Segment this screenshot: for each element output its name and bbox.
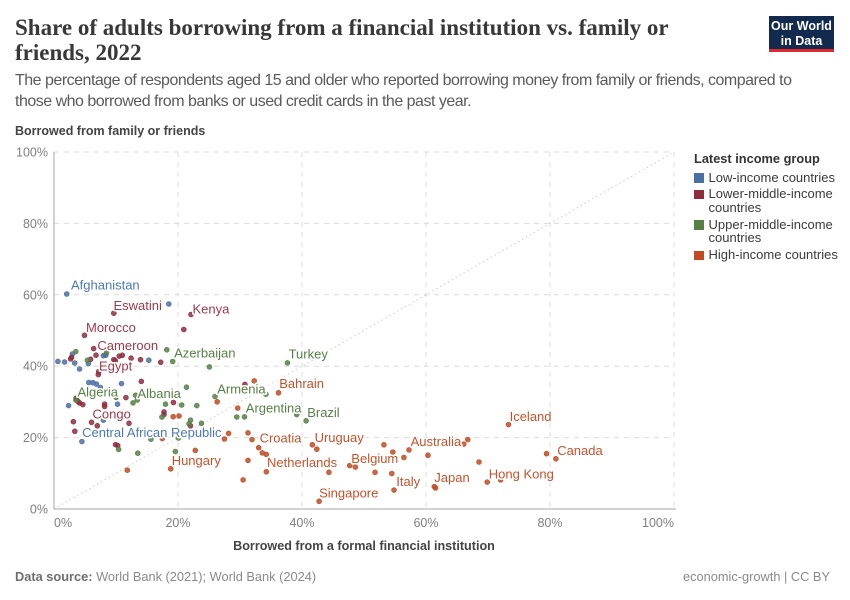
svg-text:Canada: Canada	[557, 443, 603, 458]
svg-text:100%: 100%	[642, 516, 674, 530]
svg-text:Croatia: Croatia	[260, 430, 303, 445]
svg-text:Egypt: Egypt	[99, 358, 133, 373]
svg-text:80%: 80%	[23, 217, 48, 231]
svg-text:0%: 0%	[54, 516, 72, 530]
svg-text:40%: 40%	[289, 516, 314, 530]
svg-text:Uruguay: Uruguay	[315, 430, 365, 445]
svg-text:Afghanistan: Afghanistan	[71, 278, 140, 293]
svg-text:20%: 20%	[165, 516, 190, 530]
svg-text:Belgium: Belgium	[351, 451, 398, 466]
svg-text:100%: 100%	[16, 146, 48, 160]
svg-text:Central African Republic: Central African Republic	[82, 425, 222, 440]
svg-text:Hong Kong: Hong Kong	[489, 466, 554, 481]
svg-text:80%: 80%	[537, 516, 562, 530]
svg-text:Bahrain: Bahrain	[279, 376, 324, 391]
svg-text:Morocco: Morocco	[86, 320, 136, 335]
svg-text:Argentina: Argentina	[246, 400, 302, 415]
svg-text:Borrowed from a formal financi: Borrowed from a formal financial institu…	[233, 539, 495, 553]
svg-text:0%: 0%	[30, 503, 48, 517]
svg-text:Australia: Australia	[411, 434, 462, 449]
svg-text:Cameroon: Cameroon	[97, 338, 158, 353]
svg-text:Eswatini: Eswatini	[114, 298, 163, 313]
svg-text:Hungary: Hungary	[172, 453, 222, 468]
svg-text:Turkey: Turkey	[289, 347, 329, 362]
svg-text:Singapore: Singapore	[319, 486, 378, 501]
svg-text:Algeria: Algeria	[78, 384, 119, 399]
svg-text:60%: 60%	[413, 516, 438, 530]
svg-text:20%: 20%	[23, 431, 48, 445]
svg-text:Kenya: Kenya	[193, 302, 231, 317]
svg-text:Congo: Congo	[93, 407, 131, 422]
svg-text:Netherlands: Netherlands	[267, 455, 338, 470]
svg-text:Borrowed from family or friend: Borrowed from family or friends	[15, 124, 205, 138]
svg-text:Japan: Japan	[434, 470, 469, 485]
svg-text:Albania: Albania	[138, 386, 182, 401]
svg-text:60%: 60%	[23, 288, 48, 302]
svg-text:Brazil: Brazil	[307, 405, 340, 420]
svg-text:Italy: Italy	[396, 474, 420, 489]
svg-text:Armenia: Armenia	[217, 381, 266, 396]
svg-text:Azerbaijan: Azerbaijan	[174, 345, 235, 360]
svg-text:40%: 40%	[23, 360, 48, 374]
svg-text:Iceland: Iceland	[510, 409, 552, 424]
